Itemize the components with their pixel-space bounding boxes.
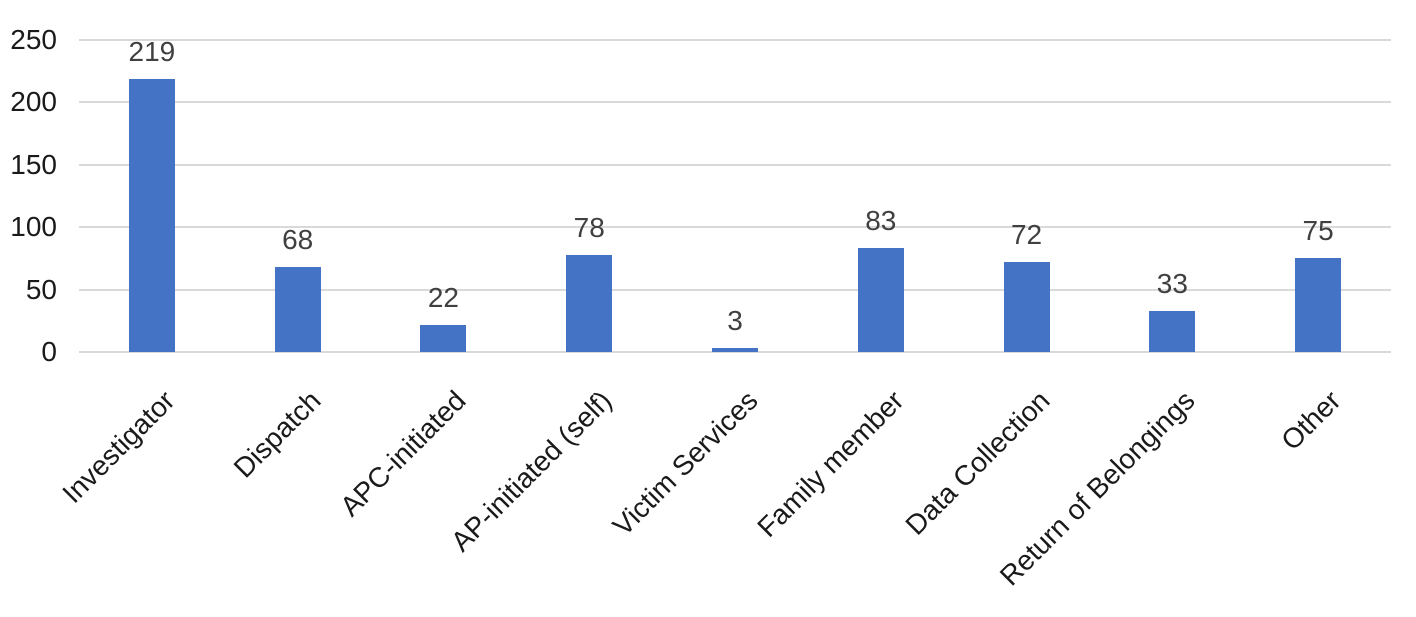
data-label-return-of-belongings: 33 <box>1156 267 1188 299</box>
data-label-ap-initiated-self: 78 <box>573 211 605 243</box>
data-label-other: 75 <box>1302 215 1334 247</box>
y-tick-label: 250 <box>10 24 57 55</box>
data-label-family-member: 83 <box>865 205 897 237</box>
data-label-apc-initiated: 22 <box>427 281 460 313</box>
bar-data-collection <box>1003 262 1050 352</box>
bar-ap-initiated-self <box>566 254 613 352</box>
gridline <box>79 39 1391 41</box>
x-axis-line <box>79 351 1391 353</box>
bar-family-member <box>857 248 904 352</box>
y-tick-label: 50 <box>25 273 57 305</box>
plot-area: 219 68 22 78 3 83 72 33 75 <box>79 36 1391 353</box>
bar-other <box>1295 258 1342 352</box>
category-label-victim-services: Victim Services <box>606 384 764 542</box>
data-label-victim-services: 3 <box>727 305 743 337</box>
category-label-other: Other <box>1275 384 1347 457</box>
gridline <box>79 226 1391 229</box>
category-label-investigator: Investigator <box>56 384 181 509</box>
gridline <box>79 288 1391 291</box>
gridline <box>79 101 1391 104</box>
data-label-investigator: 219 <box>128 35 176 67</box>
bar-return-of-belongings <box>1149 310 1196 352</box>
bar-investigator <box>128 78 175 352</box>
bar-dispatch <box>274 267 321 352</box>
data-label-data-collection: 72 <box>1010 219 1043 251</box>
gridline <box>79 163 1391 166</box>
category-label-data-collection: Data Collection <box>898 384 1056 541</box>
bar-victim-services <box>712 348 758 352</box>
category-label-family-member: Family member <box>751 384 910 544</box>
y-tick-label: 0 <box>41 336 57 367</box>
y-tick-label: 100 <box>10 211 57 243</box>
y-tick-label: 200 <box>10 86 57 118</box>
category-label-apc-initiated: APC-initiated <box>334 384 473 523</box>
bar-apc-initiated <box>420 324 467 352</box>
y-tick-label: 150 <box>10 148 57 180</box>
data-label-dispatch: 68 <box>282 224 314 256</box>
category-label-dispatch: Dispatch <box>227 384 327 484</box>
